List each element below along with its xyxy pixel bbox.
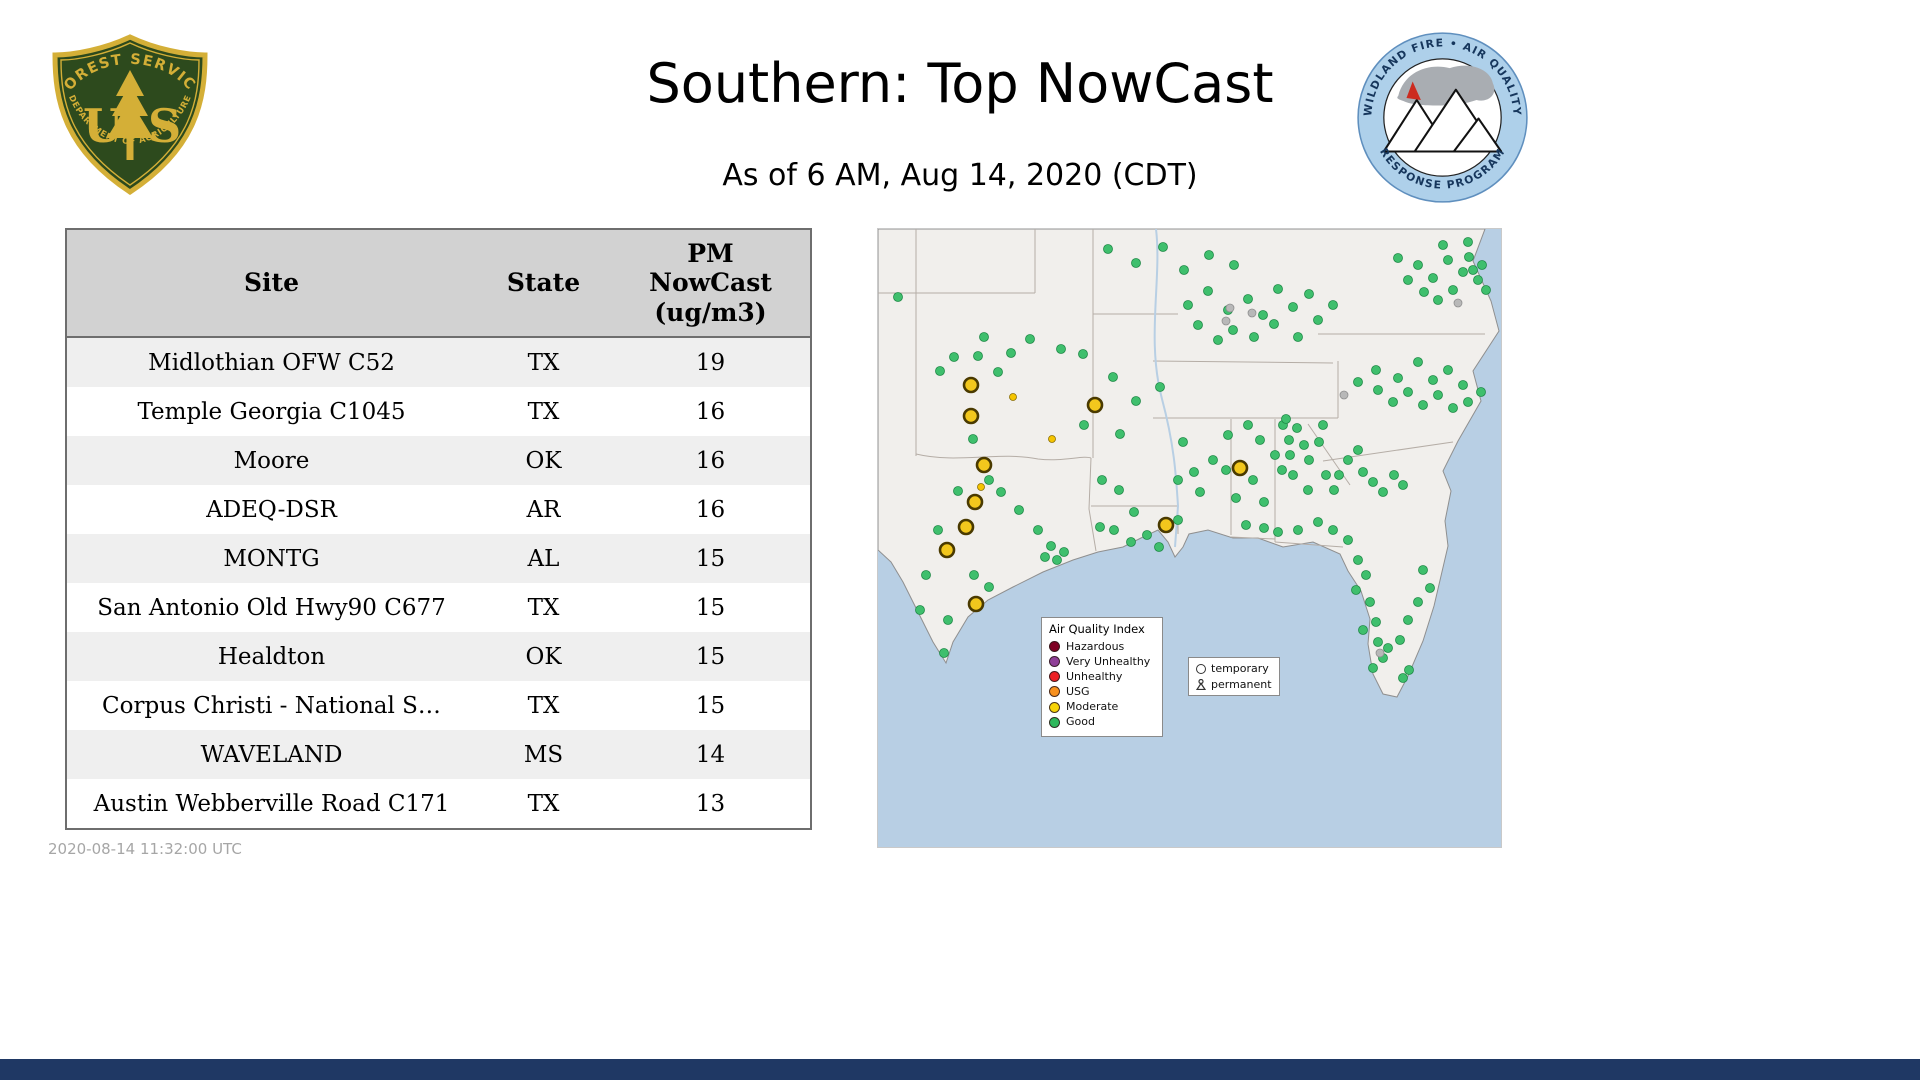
legend-item: Moderate [1049,700,1155,714]
legend-label: Unhealthy [1066,669,1123,683]
state-cell: TX [527,692,560,719]
nowcast-table-container: Site State PM NowCast (ug/m3) Midlothian O… [65,228,812,830]
value-cell: 16 [695,398,726,425]
legend-label: USG [1066,684,1090,698]
moderate-top-site-markers [938,376,1249,613]
legend-dot-icon [1049,656,1060,668]
table-row: Austin Webberville Road C171 TX 13 [66,779,811,829]
value-cell: 15 [695,692,726,719]
value-cell: 13 [695,790,726,817]
permanent-label: permanent [1211,678,1272,691]
permanent-row: permanent [1196,678,1272,691]
legend-dot-icon [1049,701,1060,713]
state-cell: AR [526,496,561,523]
legend-item: Hazardous [1049,639,1155,653]
aqi-legend-title: Air Quality Index [1049,622,1145,636]
table-row: MONTG AL 15 [66,534,811,583]
nowcast-table: Site State PM NowCast (ug/m3) Midlothian O… [65,228,812,830]
bottom-bar [0,1059,1920,1080]
state-cell: OK [525,643,562,670]
state-borders [878,229,1485,552]
col-header-site: Site [66,229,476,338]
generation-timestamp: 2020-08-14 11:32:00 UTC [48,840,242,858]
aqi-legend-items: Hazardous Very Unhealthy Unhealthy USG Moder… [1049,639,1155,729]
site-cell: WAVELAND [200,741,343,768]
site-cell: Midlothian OFW C52 [148,349,395,376]
landmass [878,229,1500,698]
legend-label: Very Unhealthy [1066,654,1151,668]
state-cell: AL [527,545,560,572]
site-cell: San Antonio Old Hwy90 C677 [97,594,446,621]
forest-service-logo: FOREST SERVICE U S DEPARTMENT OF AGRICUL… [45,30,208,195]
table-header-row: Site State PM NowCast (ug/m3) [66,229,811,338]
flame-icon [1406,81,1421,100]
smoke-icon [1397,65,1495,106]
value-cell: 15 [695,643,726,670]
state-cell: TX [527,594,560,621]
temporary-marker-icon [1196,663,1206,674]
page-title: Southern: Top NowCast [646,52,1274,115]
state-cell: TX [527,398,560,425]
state-cell: MS [523,741,564,768]
col-header-pm-nowcast: PM NowCast (ug/m3) [611,229,811,338]
table-row: Moore OK 16 [66,436,811,485]
inactive-monitor-dots [1221,298,1463,658]
site-cell: Corpus Christi - National S… [102,692,441,719]
legend-item: Unhealthy [1049,669,1155,683]
legend-label: Hazardous [1066,639,1125,653]
value-cell: 16 [695,496,726,523]
col-header-state: State [476,229,611,338]
site-cell: Healdton [217,643,326,670]
aqi-map: Air Quality Index Hazardous Very Unhealth… [877,228,1502,848]
table-body: Midlothian OFW C52 TX 19 Temple Georgia C10… [66,337,811,829]
good-monitor-dots [893,237,1491,683]
table-row: Temple Georgia C1045 TX 16 [66,387,811,436]
page-subtitle: As of 6 AM, Aug 14, 2020 (CDT) [722,158,1198,193]
state-cell: TX [527,790,560,817]
site-cell: MONTG [223,545,320,572]
table-row: San Antonio Old Hwy90 C677 TX 15 [66,583,811,632]
state-cell: OK [525,447,562,474]
value-cell: 19 [695,349,726,376]
table-row: ADEQ-DSR AR 16 [66,485,811,534]
wildland-fire-air-quality-logo: WILDLAND FIRE • AIR QUALITY RESPONSE PRO… [1357,32,1528,203]
aqi-legend: Air Quality Index Hazardous Very Unhealth… [1041,617,1163,738]
legend-dot-icon [1049,686,1060,698]
site-cell: Moore [233,447,310,474]
legend-item: USG [1049,684,1155,698]
site-cell: Temple Georgia C1045 [137,398,406,425]
legend-dot-icon [1049,671,1060,683]
legend-label: Moderate [1066,700,1119,714]
site-cell: Austin Webberville Road C171 [93,790,450,817]
legend-item: Very Unhealthy [1049,654,1155,668]
site-cell: ADEQ-DSR [206,496,337,523]
marker-type-legend: temporary permanent [1188,657,1280,696]
value-cell: 15 [695,545,726,572]
table-row: Midlothian OFW C52 TX 19 [66,337,811,387]
value-cell: 14 [695,741,726,768]
pine-tree-icon [107,70,153,160]
state-cell: TX [527,349,560,376]
value-cell: 16 [695,447,726,474]
temporary-label: temporary [1211,662,1269,675]
permanent-marker-icon [1196,679,1206,690]
temporary-row: temporary [1196,662,1272,675]
value-cell: 15 [695,594,726,621]
table-row: Corpus Christi - National S… TX 15 [66,681,811,730]
table-row: Healdton OK 15 [66,632,811,681]
monitor-dots-layer [893,237,1491,683]
map-svg [878,229,1501,847]
legend-label: Good [1066,715,1095,729]
legend-item: Good [1049,716,1155,728]
legend-dot-icon [1049,716,1060,728]
table-row: WAVELAND MS 14 [66,730,811,779]
letter-s: S [148,99,181,153]
legend-dot-icon [1049,641,1060,653]
moderate-small-dots [977,393,1056,491]
